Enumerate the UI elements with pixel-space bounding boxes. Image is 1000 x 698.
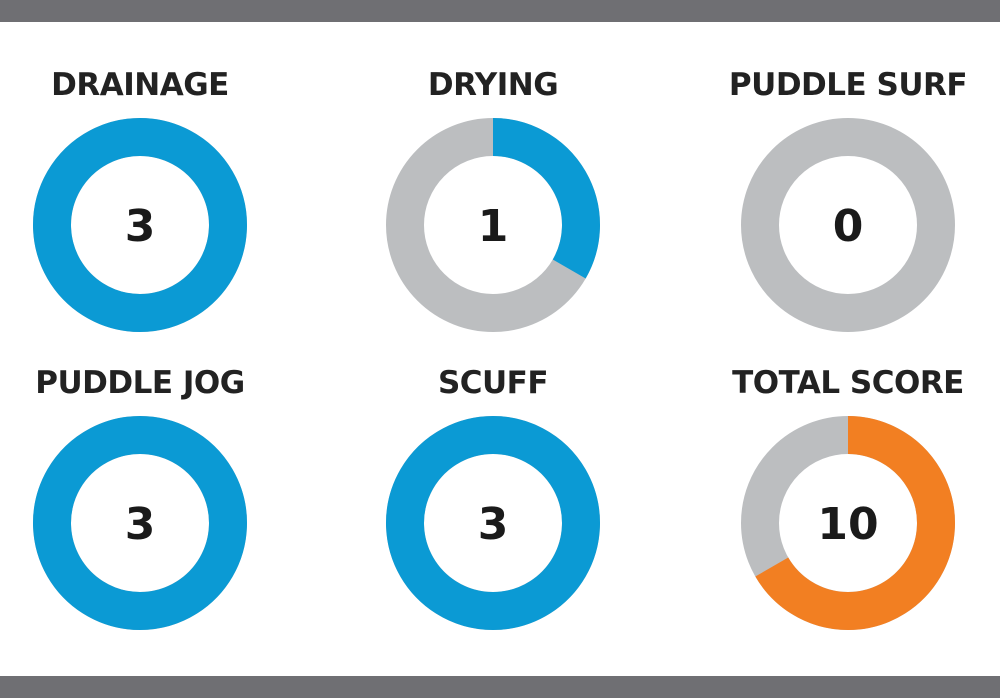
drying-value-arc (492, 118, 600, 279)
total-score-value-arc (755, 416, 955, 630)
puddle-jog-value-arc (33, 416, 247, 630)
scuff-chart: SCUFF 3 (343, 363, 643, 663)
scuff-donut: 3 (386, 416, 600, 630)
drying-value: 1 (478, 201, 509, 252)
puddle-surf-value: 0 (833, 201, 864, 252)
drainage-title: DRAINAGE (51, 67, 229, 103)
puddle-jog-title: PUDDLE JOG (35, 365, 245, 401)
top-frame-bar (0, 0, 1000, 22)
drainage-donut: 3 (33, 118, 247, 332)
drying-donut: 1 (386, 118, 600, 332)
total-score-donut: 10 (741, 416, 955, 630)
puddle-surf-chart: PUDDLE SURF 0 (698, 65, 998, 365)
drainage-value-arc (33, 118, 247, 332)
puddle-surf-title: PUDDLE SURF (728, 67, 968, 103)
bottom-frame-bar (0, 676, 1000, 698)
drying-title: DRYING (427, 67, 559, 103)
puddle-jog-chart: PUDDLE JOG 3 (0, 363, 290, 663)
drainage-value: 3 (125, 201, 156, 252)
total-score-title: TOTAL SCORE (732, 365, 964, 401)
scuff-title: SCUFF (437, 365, 549, 401)
drainage-chart: DRAINAGE 3 (0, 65, 290, 365)
total-score-chart: TOTAL SCORE 10 (698, 363, 998, 663)
puddle-surf-track (741, 118, 955, 332)
scuff-value: 3 (478, 499, 509, 550)
puddle-jog-value: 3 (125, 499, 156, 550)
drying-chart: DRYING 1 (343, 65, 643, 365)
puddle-jog-donut: 3 (33, 416, 247, 630)
scuff-value-arc (386, 416, 600, 630)
puddle-surf-donut: 0 (741, 118, 955, 332)
total-score-value: 10 (817, 499, 878, 550)
